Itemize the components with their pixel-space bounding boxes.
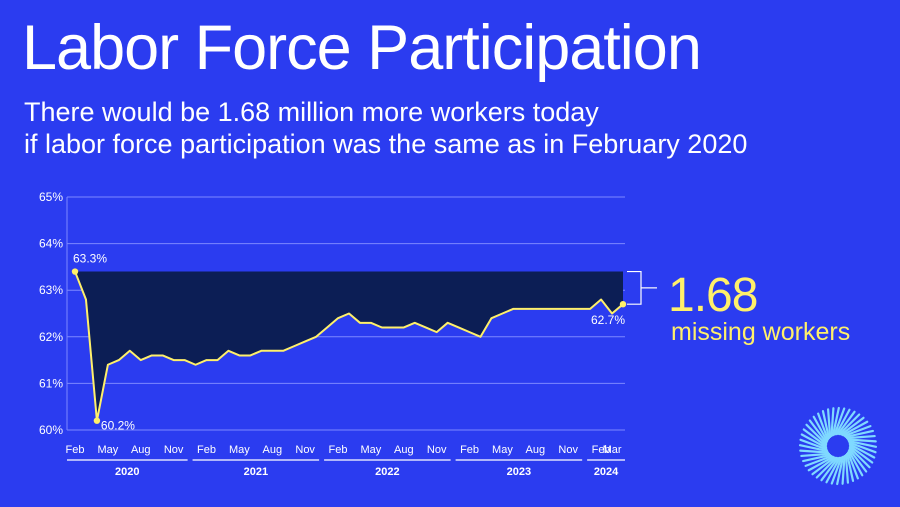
logo-ray xyxy=(799,449,830,454)
logo-ray xyxy=(821,410,831,440)
year-label: 2024 xyxy=(594,466,619,478)
y-tick-label: 63% xyxy=(39,283,63,297)
y-tick-label: 60% xyxy=(39,423,63,437)
x-tick-label: Feb xyxy=(329,444,348,456)
year-label: 2021 xyxy=(244,466,268,478)
series-line xyxy=(74,271,624,422)
x-tick-label: Aug xyxy=(262,444,282,456)
logo-ray xyxy=(841,454,846,485)
logo-ray xyxy=(841,420,869,437)
sunburst-logo-icon xyxy=(798,406,878,486)
y-axis-labels: 65% 64% 63% 62% 61% 60% xyxy=(39,190,63,437)
x-tick-label: Feb xyxy=(197,444,216,456)
chart-annotations: 63.3% 60.2% 62.7% xyxy=(71,252,627,433)
annotation-label: 60.2% xyxy=(101,419,135,433)
logo-ray xyxy=(845,434,876,440)
logo-ray xyxy=(830,456,843,485)
x-tick-label: May xyxy=(97,444,118,456)
gap-area xyxy=(75,271,623,421)
logo-ray xyxy=(830,407,835,438)
logo-ray xyxy=(844,429,874,439)
logo-ray xyxy=(802,428,828,448)
logo-ray xyxy=(833,407,846,436)
logo-ray xyxy=(847,439,878,448)
logo-ray xyxy=(825,456,841,484)
annotation-label: 63.3% xyxy=(73,252,107,266)
logo-ray xyxy=(800,433,828,449)
year-label: 2022 xyxy=(375,466,399,478)
logo-ray xyxy=(831,406,840,437)
logo-ray xyxy=(838,413,861,436)
x-tick-label: Nov xyxy=(295,444,315,456)
logo-ray xyxy=(811,456,836,476)
logo-ray xyxy=(798,444,829,453)
x-tick-label: Feb xyxy=(592,444,611,456)
y-tick-label: 64% xyxy=(39,237,63,251)
logo-ray xyxy=(804,454,833,467)
y-tick-label: 61% xyxy=(39,376,63,390)
logo-ray xyxy=(848,444,874,464)
logo-ray xyxy=(846,451,859,480)
x-tick-label: Nov xyxy=(427,444,447,456)
logo-ray xyxy=(799,438,828,451)
y-tick-label: 62% xyxy=(39,330,63,344)
x-tick-label: May xyxy=(361,444,382,456)
logo-ray xyxy=(848,441,877,454)
annotation-dot xyxy=(619,300,627,308)
logo-ray xyxy=(808,419,828,444)
logo-ray xyxy=(800,452,831,458)
participation-gap-area xyxy=(75,271,623,421)
subtitle: There would be 1.68 million more workers… xyxy=(24,96,747,160)
logo-ray xyxy=(802,453,832,463)
x-tick-label: Feb xyxy=(460,444,479,456)
annotation-dot xyxy=(71,268,79,275)
missing-workers-label: missing workers xyxy=(671,318,851,346)
logo-ray xyxy=(843,425,872,438)
x-axis-labels: Feb May Aug Nov Feb May Aug Nov Feb May Aug Nov Feb M… xyxy=(66,444,625,478)
logo-ray xyxy=(835,408,851,436)
x-tick-label: Aug xyxy=(526,444,546,456)
logo-ray xyxy=(836,410,856,436)
x-tick-label: Aug xyxy=(394,444,414,456)
x-tick-label: Nov xyxy=(164,444,184,456)
x-tick-label: Feb xyxy=(66,444,85,456)
year-label: 2020 xyxy=(115,466,139,478)
logo-ray xyxy=(812,415,829,443)
x-tick-label: Nov xyxy=(558,444,578,456)
year-label: 2023 xyxy=(507,466,531,478)
logo-ray xyxy=(848,448,868,473)
bracket-line xyxy=(627,270,642,305)
logo-ray xyxy=(848,446,871,469)
logo-ray xyxy=(840,416,865,436)
logo-ray xyxy=(846,438,877,443)
annotation-dot xyxy=(93,417,101,424)
missing-workers-value: 1.68 xyxy=(668,269,758,322)
x-tick-label: May xyxy=(229,444,250,456)
page-title: Labor Force Participation xyxy=(22,13,702,83)
logo-ray xyxy=(844,453,850,484)
logo-ray xyxy=(807,455,835,472)
x-tick-label: Aug xyxy=(131,444,151,456)
subtitle-line-2: if labor force participation was the sam… xyxy=(24,129,748,159)
logo-ray xyxy=(815,456,838,479)
x-tick-label: May xyxy=(492,444,513,456)
logo-ray xyxy=(805,423,828,446)
logo-ray xyxy=(817,412,830,441)
logo-ray xyxy=(845,452,855,482)
subtitle-line-1: There would be 1.68 million more workers… xyxy=(24,97,599,127)
annotation-label: 62.7% xyxy=(591,313,625,327)
gap-bracket xyxy=(627,270,657,305)
x-tick-label: Mar xyxy=(603,444,622,456)
logo-ray xyxy=(826,408,832,439)
logo-ray xyxy=(836,455,845,486)
logo-ray xyxy=(848,443,876,459)
logo-ray xyxy=(820,456,840,482)
participation-series xyxy=(74,271,624,422)
logo-ray xyxy=(847,449,864,477)
y-tick-label: 65% xyxy=(39,190,63,204)
